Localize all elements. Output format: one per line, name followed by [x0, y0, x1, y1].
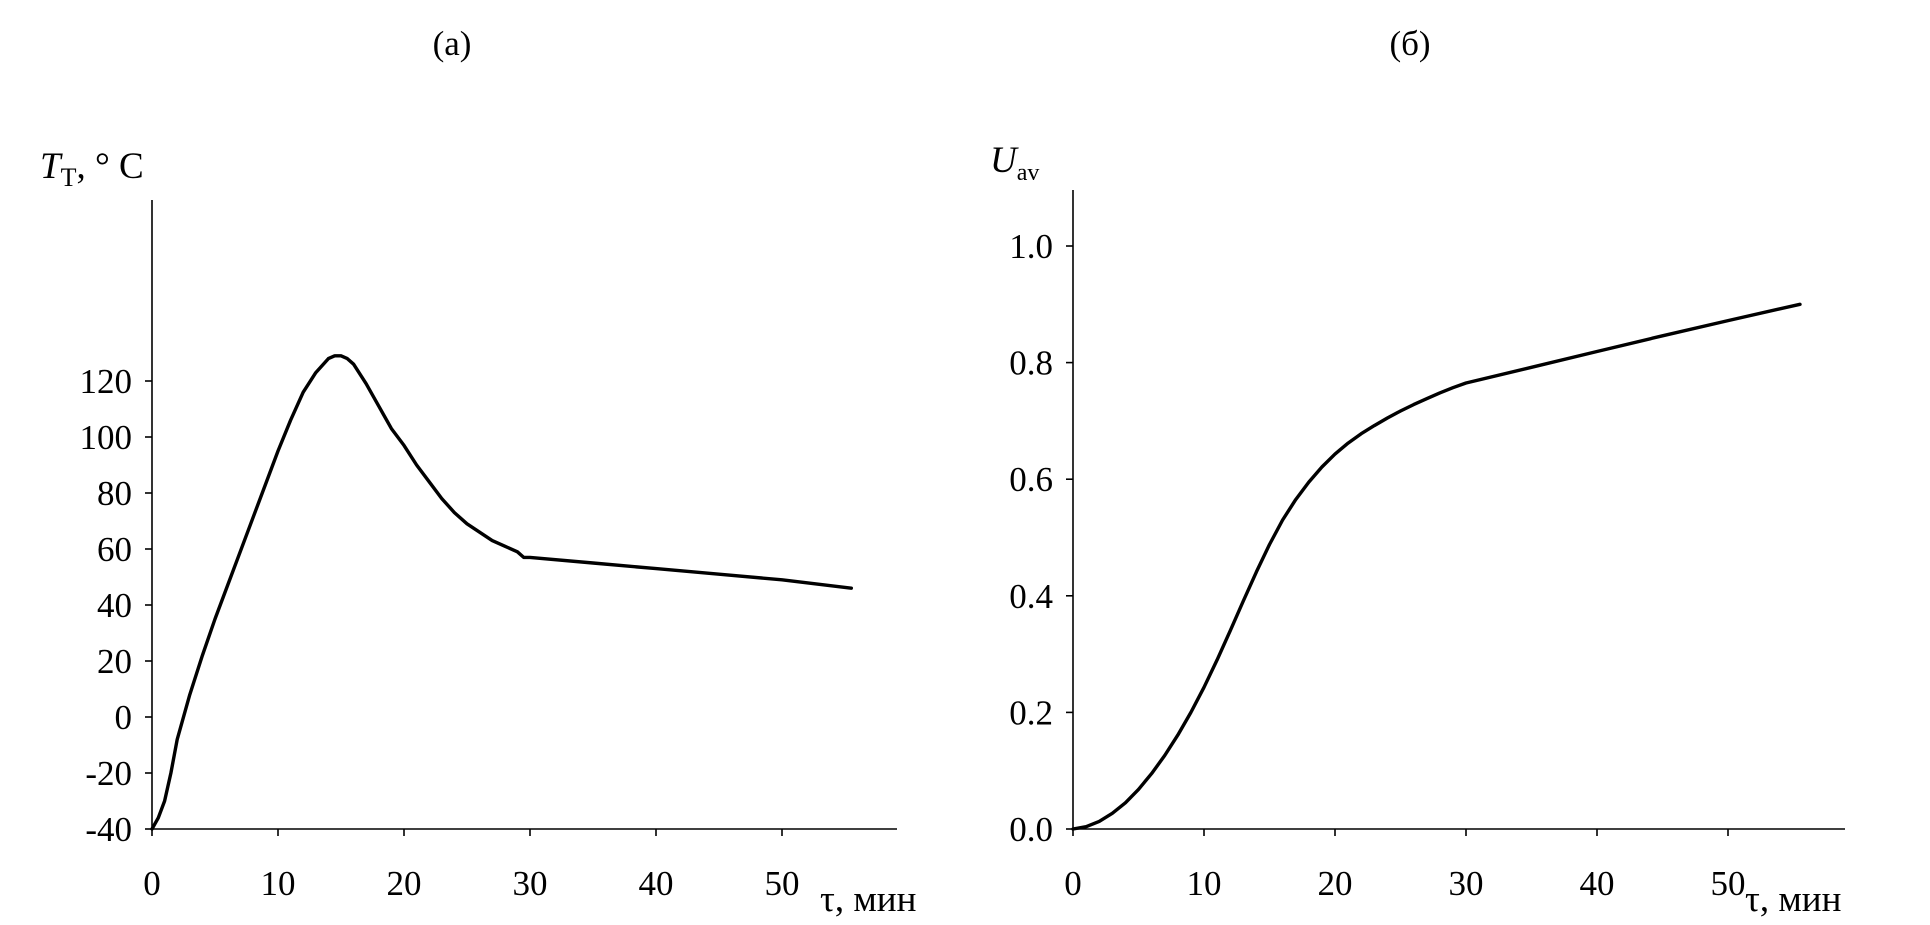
- panel-a-x-ticks: 0 10 20 30 40 50: [143, 829, 800, 903]
- panel-b-x-tick-label: 40: [1580, 864, 1615, 903]
- panel-a-y-tick-label: 40: [97, 586, 132, 625]
- panel-b-y-tick-label: 0.4: [1009, 577, 1053, 616]
- panel-b-x-tick-label: 30: [1449, 864, 1484, 903]
- panel-a-ylabel-symbol: T: [40, 146, 63, 187]
- panel-a-series-line: [150, 354, 853, 831]
- panel-a-ylabel-subscript: T: [61, 163, 77, 192]
- panel-b-y-tick-label: 1.0: [1009, 227, 1053, 266]
- panel-a-y-tick-label: -40: [85, 810, 132, 849]
- panel-b-y-ticks: 0.0 0.2 0.4 0.6 0.8 1.0: [1009, 227, 1073, 849]
- panel-a-ylabel: TT, ° C: [40, 146, 144, 192]
- panel-a-y-tick-label: 100: [80, 418, 133, 457]
- panel-a-xlabel: τ, мин: [820, 879, 916, 920]
- panel-b-x-ticks: 0 10 20 30 40 50: [1064, 829, 1746, 903]
- panel-a-y-ticks: -40 -20 0 20 40 60 80 100 120: [80, 362, 152, 849]
- panel-a-y-tick-label: 80: [97, 474, 132, 513]
- panel-b-y-tick-label: 0.6: [1009, 460, 1053, 499]
- panel-b-ylabel: Uav: [990, 140, 1039, 186]
- panel-a-x-tick-label: 30: [513, 864, 548, 903]
- panel-a-y-tick-label: 60: [97, 530, 132, 569]
- panel-a-ylabel-unit: , ° C: [76, 146, 143, 187]
- panel-b-x-tick-label: 50: [1711, 864, 1746, 903]
- panel-b-y-tick-label: 0.2: [1009, 693, 1053, 732]
- panel-a-label: (а): [433, 24, 472, 63]
- panel-b-y-tick-label: 0.0: [1009, 810, 1053, 849]
- panel-b-ylabel-symbol: U: [990, 140, 1019, 181]
- panel-a-y-tick-label: -20: [85, 754, 132, 793]
- panel-b-x-tick-label: 10: [1187, 864, 1222, 903]
- panel-a-y-tick-label: 20: [97, 642, 132, 681]
- panel-b-xlabel: τ, мин: [1745, 879, 1841, 920]
- panel-b-ylabel-subscript: av: [1017, 160, 1040, 186]
- panel-b: (б) Uav 0 10 20 30 40 50 0.0 0.2 0.4 0.6 0.8 1.0 τ…: [990, 24, 1845, 920]
- panel-a-x-tick-label: 50: [765, 864, 800, 903]
- panel-b-y-tick-label: 0.8: [1009, 344, 1053, 383]
- panel-a-x-tick-label: 20: [387, 864, 422, 903]
- panel-a-y-tick-label: 120: [80, 362, 133, 401]
- panel-a: (а) TT, ° C 0 10 20 30 40 50 -40-200204060801…: [40, 24, 916, 920]
- panel-b-x-tick-label: 20: [1318, 864, 1353, 903]
- panel-b-x-tick-label: 0: [1064, 864, 1082, 903]
- panel-b-series-line: [1071, 302, 1802, 831]
- panel-a-y-tick-label: 0: [115, 698, 133, 737]
- panel-a-x-tick-label: 0: [143, 864, 161, 903]
- panel-a-x-tick-label: 40: [639, 864, 674, 903]
- panel-a-x-tick-label: 10: [261, 864, 296, 903]
- panel-b-label: (б): [1389, 24, 1430, 63]
